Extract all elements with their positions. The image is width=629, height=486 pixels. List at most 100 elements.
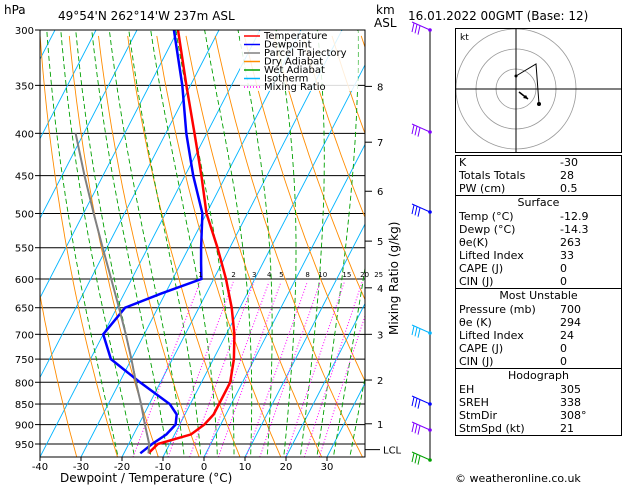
credit-footer: © weatheronline.co.uk: [455, 472, 581, 485]
sounding-series: [74, 30, 236, 455]
temp-tick--20: -20: [114, 462, 130, 473]
legend-entry-5: Isotherm: [264, 74, 308, 85]
km-tick-7: 7: [377, 138, 383, 149]
isotherm-30: [326, 382, 365, 457]
mixing-ratio-label-3: 3: [252, 271, 256, 279]
legend-entry-3: Dry Adiabat: [264, 57, 323, 68]
wind-barb-flag-0-1: [414, 24, 418, 34]
hodograph-key: StmSpd (kt): [459, 422, 525, 435]
surface-row: Lifted Index 33: [456, 249, 621, 262]
wet-adiabat--16: [60, 30, 135, 457]
legend-entry-0: Temperature: [263, 31, 327, 42]
wet-adiabat--20: [46, 30, 119, 457]
pressure-tick-950: 950: [15, 440, 34, 451]
most-unstable-value: 294: [560, 316, 581, 329]
mixing-ratio-label-8: 8: [305, 271, 309, 279]
most-unstable-value: 0: [560, 342, 567, 355]
hodograph-trace: [515, 63, 540, 105]
pressure-tick-850: 850: [15, 400, 34, 411]
wind-barb-staff-4: [411, 395, 431, 405]
wind-barb-staff-2: [411, 203, 431, 213]
series-temperature: [147, 30, 236, 455]
most-unstable-title: Most Unstable: [499, 289, 578, 302]
surface-row: Temp (°C) -12.9: [456, 210, 621, 223]
legend-entry-2: Parcel Trajectory: [264, 48, 347, 59]
location-label: 49°54'N 262°14'W 237m ASL: [58, 9, 235, 23]
hodograph-row: EH 305: [456, 383, 621, 396]
mixing-ratio-label-20: 20: [360, 271, 369, 279]
wet-adiabat-16: [237, 30, 273, 457]
wind-barbs: [411, 21, 432, 465]
mixing-ratio-line-10: [259, 281, 321, 457]
wind-barb-flag-4-2: [417, 399, 421, 409]
hodograph-key: SREH: [459, 396, 489, 409]
wet-adiabat--8: [91, 30, 169, 457]
wet-adiabat--4: [108, 30, 185, 457]
dry-adiabat--20: [40, 35, 118, 457]
hodograph-start-point: [514, 74, 518, 78]
wind-barb-flag-5-0: [411, 422, 415, 433]
wind-barb-flag-1-2: [417, 127, 421, 137]
mixing-ratio-line-4: [205, 281, 270, 457]
wind-barb-flag-5-2: [417, 425, 421, 435]
wind-barb-flag-5-1: [414, 424, 418, 434]
surface-value: 0: [560, 262, 567, 275]
hodograph-kt-label: kt: [460, 33, 469, 43]
most-unstable-key: Lifted Index: [459, 329, 524, 342]
wind-barb-staff-1: [411, 123, 431, 133]
wind-barb-flag-6-1: [414, 454, 418, 464]
wet-adiabat-4: [150, 30, 218, 457]
km-unit-label: km: [376, 3, 395, 17]
isotherm--40: [40, 30, 261, 457]
pressure-tick-600: 600: [15, 275, 34, 286]
surface-row: θe(K) 263: [456, 236, 621, 249]
surface-value: -14.3: [560, 223, 589, 236]
dry-adiabat--10: [68, 35, 159, 457]
temp-tick--40: -40: [32, 462, 48, 473]
dry-adiabat-70: [302, 35, 365, 219]
most-unstable-row: CAPE (J) 0: [456, 342, 621, 355]
mixing-ratio-line-15: [285, 281, 345, 457]
wind-barb-flag-1-0: [411, 124, 415, 135]
storm-motion-arrowhead-icon: [523, 95, 528, 99]
isotherm--70: [40, 30, 138, 220]
temp-tick-0: 0: [201, 462, 207, 473]
wind-barb-flag-3-1: [414, 327, 418, 337]
isotherm--60: [40, 30, 179, 299]
surface-value: 263: [560, 236, 581, 249]
mixing-ratio-line-5: [217, 281, 282, 457]
legend-entry-4: Wet Adiabat: [264, 65, 325, 76]
surface-title: Surface: [517, 196, 560, 209]
pressure-tick-900: 900: [15, 421, 34, 432]
mixing-ratio-label-25: 25: [374, 271, 383, 279]
mixing-ratio-axis-title: Mixing Ratio (g/kg): [387, 222, 401, 335]
hodograph-row: StmSpd (kt) 21: [456, 422, 621, 435]
km-tick-4: 4: [377, 284, 383, 295]
surface-section: Surface Temp (°C) -12.9 Dewp (°C) -14.3 θe(K…: [456, 195, 621, 288]
hodograph-end-point: [537, 102, 541, 106]
wet-adiabat-32: [332, 265, 365, 457]
wind-barb-flag-6-0: [411, 452, 415, 463]
mixing-ratio-label-1: 1: [198, 271, 202, 279]
temp-tick--30: -30: [73, 462, 89, 473]
mixing-ratio-label-15: 15: [342, 271, 351, 279]
wind-barb-flag-0-2: [417, 25, 421, 35]
mixing-ratio-label-2: 2: [231, 271, 235, 279]
legend-entry-1: Dewpoint: [264, 40, 312, 51]
most-unstable-value: 0: [560, 355, 567, 368]
surface-key: CAPE (J): [459, 262, 504, 275]
wet-adiabat-0: [128, 30, 202, 457]
surface-value: 0: [560, 275, 567, 288]
dry-adiabat-50: [243, 35, 365, 383]
index-row: K -30: [456, 156, 621, 169]
surface-value: 33: [560, 249, 574, 262]
hodograph-section: Hodograph EH 305 SREH 338 StmDir 308° StmSpd (…: [456, 368, 621, 435]
mixing-ratio-line-3: [189, 281, 255, 457]
mixing-ratio-line-20: [303, 281, 363, 457]
hodograph-box: kt: [455, 28, 622, 153]
wet-adiabat-24: [299, 30, 325, 457]
pressure-tick-450: 450: [15, 172, 34, 183]
wind-barb-flag-3-0: [411, 325, 415, 336]
